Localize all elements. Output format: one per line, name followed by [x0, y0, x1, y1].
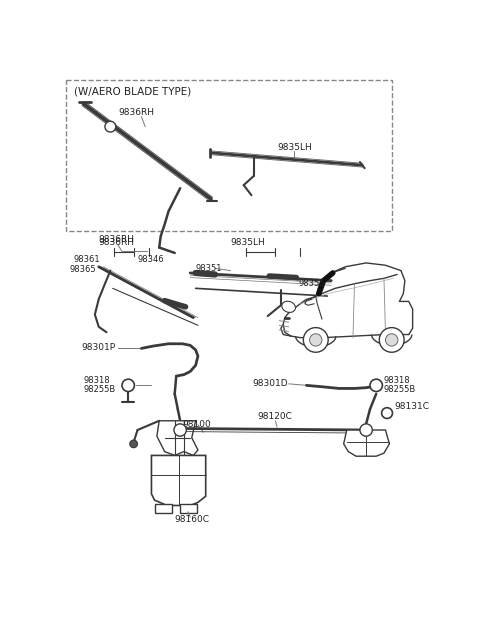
Text: 98355: 98355	[299, 279, 325, 288]
Text: 98365: 98365	[69, 264, 96, 274]
Circle shape	[310, 334, 322, 346]
Text: 98160C: 98160C	[175, 515, 210, 524]
Ellipse shape	[282, 301, 295, 313]
Text: 98301D: 98301D	[252, 379, 288, 388]
Polygon shape	[152, 456, 206, 506]
Text: 9835LH: 9835LH	[230, 238, 265, 246]
Text: 98318: 98318	[83, 376, 110, 385]
Circle shape	[122, 379, 134, 392]
Text: 98361: 98361	[74, 254, 101, 264]
Circle shape	[105, 121, 116, 132]
Text: 9836RH: 9836RH	[99, 235, 135, 245]
Text: 9835LH: 9835LH	[277, 143, 312, 152]
Text: 98301P: 98301P	[82, 343, 116, 352]
Text: (W/AERO BLADE TYPE): (W/AERO BLADE TYPE)	[74, 86, 191, 96]
Circle shape	[303, 327, 328, 352]
Text: 9836RH: 9836RH	[99, 238, 135, 246]
Circle shape	[379, 327, 404, 352]
Text: 98100: 98100	[182, 420, 211, 429]
Circle shape	[174, 424, 186, 436]
Text: 98120C: 98120C	[258, 412, 292, 422]
Circle shape	[385, 334, 398, 346]
Text: 98351: 98351	[196, 264, 222, 273]
Bar	[155, 504, 172, 513]
Polygon shape	[344, 430, 389, 456]
Circle shape	[130, 440, 137, 448]
Polygon shape	[157, 421, 198, 456]
Circle shape	[360, 424, 372, 436]
Circle shape	[382, 408, 393, 418]
Circle shape	[370, 379, 383, 392]
Text: 98255B: 98255B	[384, 386, 416, 394]
Bar	[66, 80, 392, 231]
Text: 9836RH: 9836RH	[118, 108, 154, 117]
Bar	[180, 504, 197, 513]
Text: 98318: 98318	[384, 376, 410, 385]
Text: 98131C: 98131C	[395, 402, 430, 412]
Text: 98346: 98346	[137, 254, 164, 264]
Text: 98255B: 98255B	[83, 386, 116, 394]
